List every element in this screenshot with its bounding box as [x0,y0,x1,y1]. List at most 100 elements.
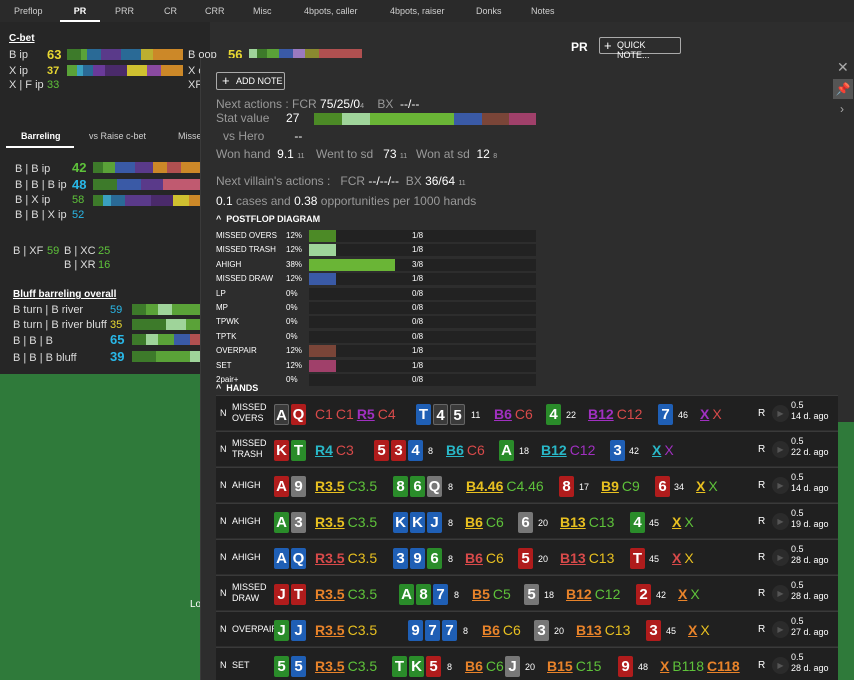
hand-meta: 0.5 28 d. ago [791,652,829,674]
replay-icon[interactable]: ▶ [772,657,789,674]
replay-icon[interactable]: ▶ [772,477,789,494]
hand-bb: 0.5 [791,616,804,626]
hand-row[interactable]: N SET 5 5 R3.5 C3.5 T K 5 8 B6 C6 J 20 B15 C15 9 48 X B118 C… [216,647,838,680]
barrel-row-value[interactable]: 58 [72,194,85,206]
hand-row[interactable]: N AHIGH A Q R3.5 C3.5 3 9 6 8 B6 C6 5 20 B13 C13 T 45 X X R ▶… [216,539,838,574]
hand-row[interactable]: N MISSED TRASH K T R4 C3 5 3 4 8 B6 C6 A 18 B12 C12 3 42 X… [216,431,838,466]
villain-fcr-value[interactable]: --/--/-- [368,174,400,188]
quick-note-button[interactable]: + QUICK NOTE... [599,37,681,60]
tab-crr[interactable]: CRR [205,6,225,16]
cbet-row-value[interactable]: 63 [47,47,62,62]
action-label: R3.5 [315,478,345,494]
barrel-xf-value[interactable]: 59 [47,245,60,257]
bluff-row-value[interactable]: 65 [110,332,125,347]
replay-icon[interactable]: ▶ [772,585,789,602]
chevron-right-icon[interactable]: › [840,102,844,116]
action-label: C3.5 [347,622,378,638]
hand-row[interactable]: N MISSED OVERS A Q C1 C1 R5 C4 T 4 5 11 B6 C6 4 22 B12 C1… [216,395,838,430]
next-actions-value[interactable]: 75/25/0 [320,97,361,111]
replay-icon[interactable]: ▶ [772,549,789,566]
subtab-barreling[interactable]: Barreling [21,131,61,141]
tab-pr[interactable]: PR [60,0,100,22]
subtab-missed[interactable]: Misse [178,131,202,141]
river-actions: X B118 C118 [660,658,743,674]
villain-actions: Next villain's actions : FCR --/--/-- BX… [216,174,466,188]
barrel-row-value[interactable]: 52 [72,209,85,221]
hand-row[interactable]: N AHIGH A 9 R3.5 C3.5 8 6 Q 8 B4.46 C4.46 8 17 B9 C9 6 34… [216,467,838,502]
cbet-title: C-bet [9,33,35,44]
action-label: C1 [315,406,333,422]
barrel-xr-value[interactable]: 16 [98,259,111,271]
barrel-row-value[interactable]: 48 [72,177,87,192]
action-label: B118 [672,658,705,674]
playing-card: J [291,620,306,641]
preflop-actions: R3.5 C3.5 [315,550,380,566]
turn-card: 4 [546,404,563,425]
playing-card: Q [291,404,306,425]
barrel-xc-value[interactable]: 25 [98,245,111,257]
tab-4bpots-caller[interactable]: 4bpots, caller [304,6,358,16]
action-label: B6 [446,442,464,458]
playing-card: A [274,512,289,533]
won-sd-value[interactable]: 12 [476,147,490,161]
playing-card: 5 [524,584,539,605]
hand-row[interactable]: N MISSED DRAW J T R3.5 C3.5 A 8 7 8 B5 C5 5 18 B12 C12 2… [216,575,838,610]
diagram-row: TPTK 0% 0/8 [216,330,536,344]
bluff-row-value[interactable]: 35 [110,319,123,331]
bluff-bar [132,334,200,345]
bluff-row-value[interactable]: 39 [110,349,125,364]
cbet-row-value[interactable]: 33 [47,79,60,91]
replay-icon[interactable]: ▶ [772,405,789,422]
villain-bx-value[interactable]: 36/64 [425,174,456,188]
barrel-row-value[interactable]: 42 [72,160,87,175]
hand-row[interactable]: N AHIGH A 3 R3.5 C3.5 K K J 8 B6 C6 6 20 B13 C13 4 45 X X R ▶… [216,503,838,538]
replay-icon[interactable]: ▶ [772,441,789,458]
tab-misc[interactable]: Misc [253,6,272,16]
replay-icon[interactable]: ▶ [772,621,789,638]
hands-title[interactable]: ^ HANDS [216,383,258,393]
replay-icon[interactable]: ▶ [772,513,789,530]
hand-meta: 0.5 14 d. ago [791,400,829,422]
bx-value[interactable]: --/-- [400,97,420,111]
bluff-row-value[interactable]: 59 [110,304,123,316]
cases-line: 0.1 cases and 0.38 opportunities per 100… [216,194,476,208]
cbet-row-value[interactable]: 37 [47,65,60,77]
hand-type: MISSED TRASH [232,438,267,459]
playing-card: T [291,584,306,605]
won-hand-value[interactable]: 9.1 [277,147,294,161]
diagram-percent: 0% [286,331,298,341]
playing-card: T [291,440,306,461]
tab-notes[interactable]: Notes [531,6,555,16]
pin-icon[interactable]: 📌 [833,79,853,99]
action-label: C12 [616,406,643,422]
vs-hero-value[interactable]: -- [294,129,303,143]
postflop-diagram-title[interactable]: ^ POSTFLOP DIAGRAM [216,214,320,224]
hand-bb: 0.5 [791,580,804,590]
tab-cr[interactable]: CR [164,6,177,16]
tab-prr[interactable]: PRR [115,6,135,16]
hand-type: SET [232,660,250,670]
bluff-bar [132,319,200,330]
flop-actions: B5 C5 [472,586,514,602]
went-sd-value[interactable]: 73 [383,147,397,161]
tab-4bpots-raiser[interactable]: 4bpots, raiser [390,6,445,16]
add-note-button[interactable]: + ADD NOTE [216,72,285,90]
action-label: B6 [465,514,483,530]
river-pot: 45 [666,626,677,636]
playing-card: 5 [450,404,465,425]
preflop-actions: R3.5 C3.5 [315,514,380,530]
playing-card: 2 [636,584,651,605]
tab-preflop[interactable]: Preflop [14,6,43,16]
action-label: C6 [502,622,521,638]
stat-value-number[interactable]: 27 [286,111,300,125]
action-label: C15 [575,658,602,674]
diagram-bar-fill [309,244,337,257]
close-icon[interactable]: ✕ [837,59,849,75]
hand-row[interactable]: N OVERPAIR J J R3.5 C3.5 9 7 7 8 B6 C6 3 20 B13 C13 3 45 X… [216,611,838,646]
diagram-percent: 0% [286,303,298,312]
subtab-vs-raise-cbet[interactable]: vs Raise c-bet [89,131,147,141]
tab-donks[interactable]: Donks [476,6,502,16]
